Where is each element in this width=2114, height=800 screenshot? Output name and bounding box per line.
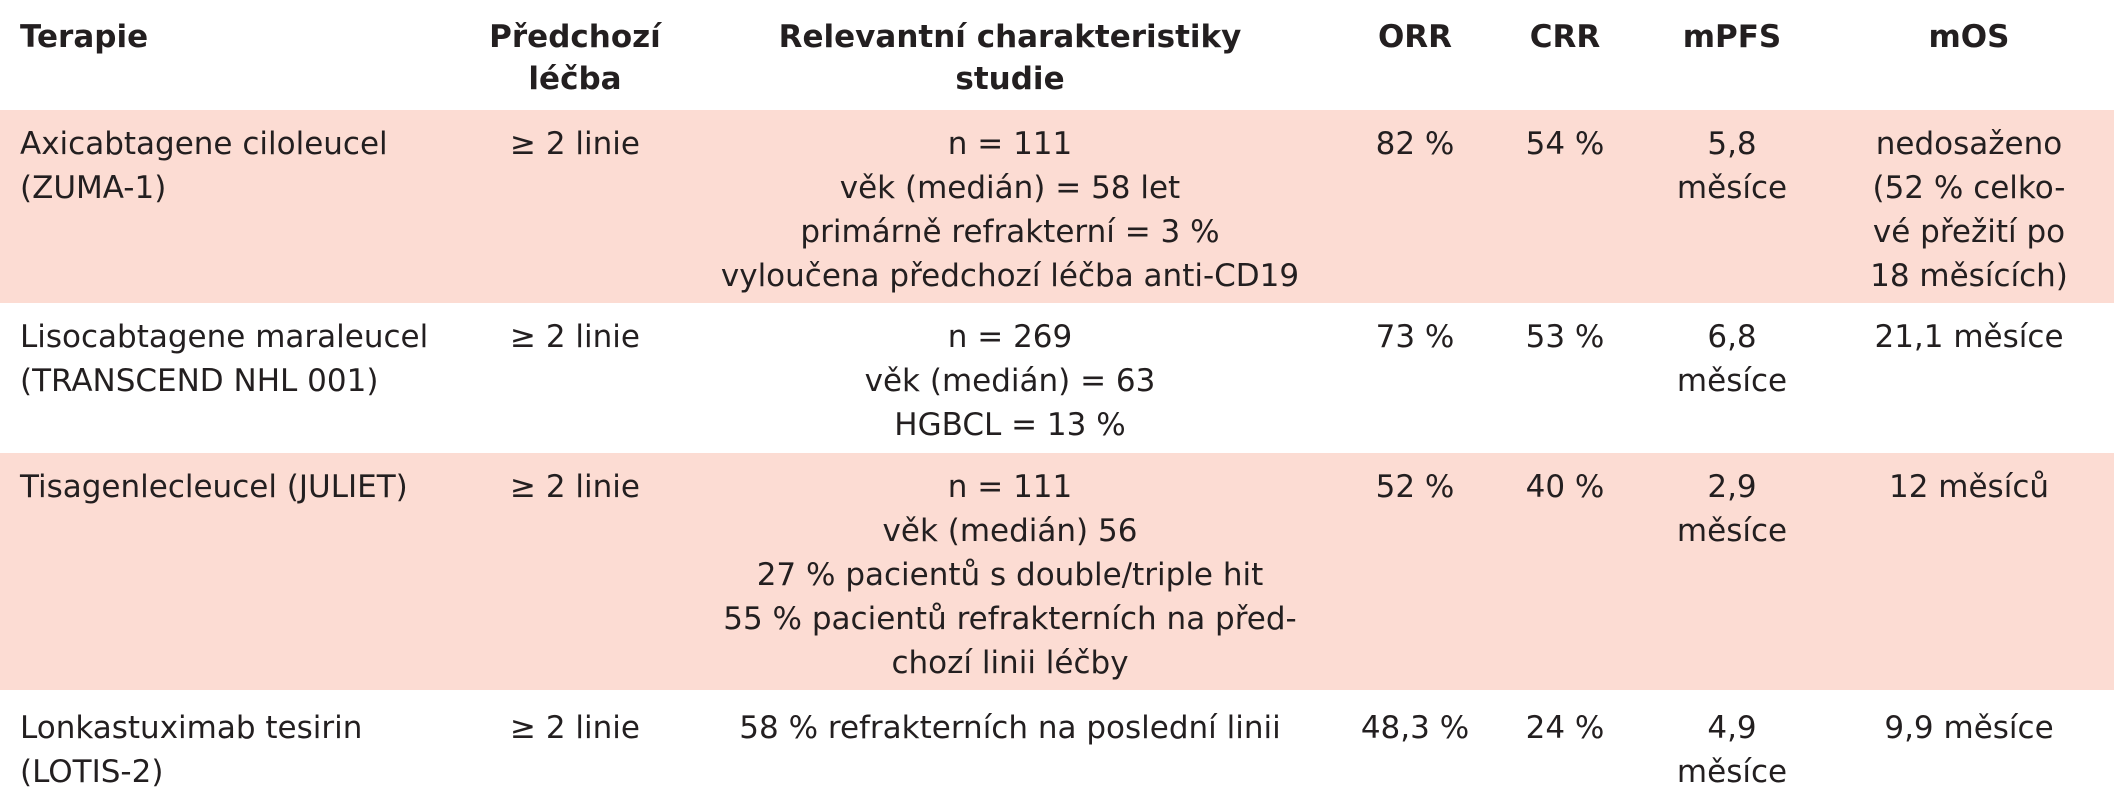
header-mos: mOS bbox=[1824, 0, 2114, 110]
header-relevantni-charakteristiky: Relevantní charakteristiky studie bbox=[680, 0, 1340, 110]
header-predchozi-lecba: Předchozí léčba bbox=[470, 0, 680, 110]
cell-relevantni: 58 % refrakterních na poslední linii bbox=[680, 690, 1340, 798]
cell-mpfs: 4,9 měsíce bbox=[1640, 690, 1824, 798]
cell-mpfs: 2,9 měsíce bbox=[1640, 453, 1824, 690]
cell-mos: 12 měsíců bbox=[1824, 453, 2114, 690]
cell-crr: 53 % bbox=[1490, 303, 1640, 453]
header-crr: CRR bbox=[1490, 0, 1640, 110]
cell-lecba: ≥ 2 linie bbox=[470, 453, 680, 690]
cell-lecba: ≥ 2 linie bbox=[470, 110, 680, 303]
header-mpfs: mPFS bbox=[1640, 0, 1824, 110]
cell-relevantni: n = 111 věk (medián) = 58 let primárně r… bbox=[680, 110, 1340, 303]
cell-mpfs: 6,8 měsíce bbox=[1640, 303, 1824, 453]
cell-orr: 52 % bbox=[1340, 453, 1490, 690]
cell-crr: 54 % bbox=[1490, 110, 1640, 303]
cell-mos: 21,1 měsíce bbox=[1824, 303, 2114, 453]
cell-lecba: ≥ 2 linie bbox=[470, 303, 680, 453]
cell-crr: 24 % bbox=[1490, 690, 1640, 798]
cell-terapie: Tisagenlecleucel (JULIET) bbox=[0, 453, 470, 690]
cell-mpfs: 5,8 měsíce bbox=[1640, 110, 1824, 303]
table-body: Axicabtagene ciloleucel (ZUMA-1) ≥ 2 lin… bbox=[0, 110, 2114, 798]
cell-orr: 48,3 % bbox=[1340, 690, 1490, 798]
table-row: Tisagenlecleucel (JULIET) ≥ 2 linie n = … bbox=[0, 453, 2114, 690]
header-terapie: Terapie bbox=[0, 0, 470, 110]
cell-orr: 82 % bbox=[1340, 110, 1490, 303]
cell-orr: 73 % bbox=[1340, 303, 1490, 453]
cell-terapie: Lonkastuximab tesirin (LOTIS-2) bbox=[0, 690, 470, 798]
header-orr: ORR bbox=[1340, 0, 1490, 110]
cell-crr: 40 % bbox=[1490, 453, 1640, 690]
cell-mos: 9,9 měsíce bbox=[1824, 690, 2114, 798]
table-row: Axicabtagene ciloleucel (ZUMA-1) ≥ 2 lin… bbox=[0, 110, 2114, 303]
cell-relevantni: n = 111 věk (medián) 56 27 % pacientů s … bbox=[680, 453, 1340, 690]
cell-lecba: ≥ 2 linie bbox=[470, 690, 680, 798]
cell-terapie: Axicabtagene ciloleucel (ZUMA-1) bbox=[0, 110, 470, 303]
table-header: Terapie Předchozí léčba Relevantní chara… bbox=[0, 0, 2114, 110]
table-row: Lonkastuximab tesirin (LOTIS-2) ≥ 2 lini… bbox=[0, 690, 2114, 798]
cell-terapie: Lisocabtagene maraleucel (TRANSCEND NHL … bbox=[0, 303, 470, 453]
cell-mos: nedosaženo (52 % celko- vé přežití po 18… bbox=[1824, 110, 2114, 303]
table-row: Lisocabtagene maraleucel (TRANSCEND NHL … bbox=[0, 303, 2114, 453]
cell-relevantni: n = 269 věk (medián) = 63 HGBCL = 13 % bbox=[680, 303, 1340, 453]
header-row: Terapie Předchozí léčba Relevantní chara… bbox=[0, 0, 2114, 110]
